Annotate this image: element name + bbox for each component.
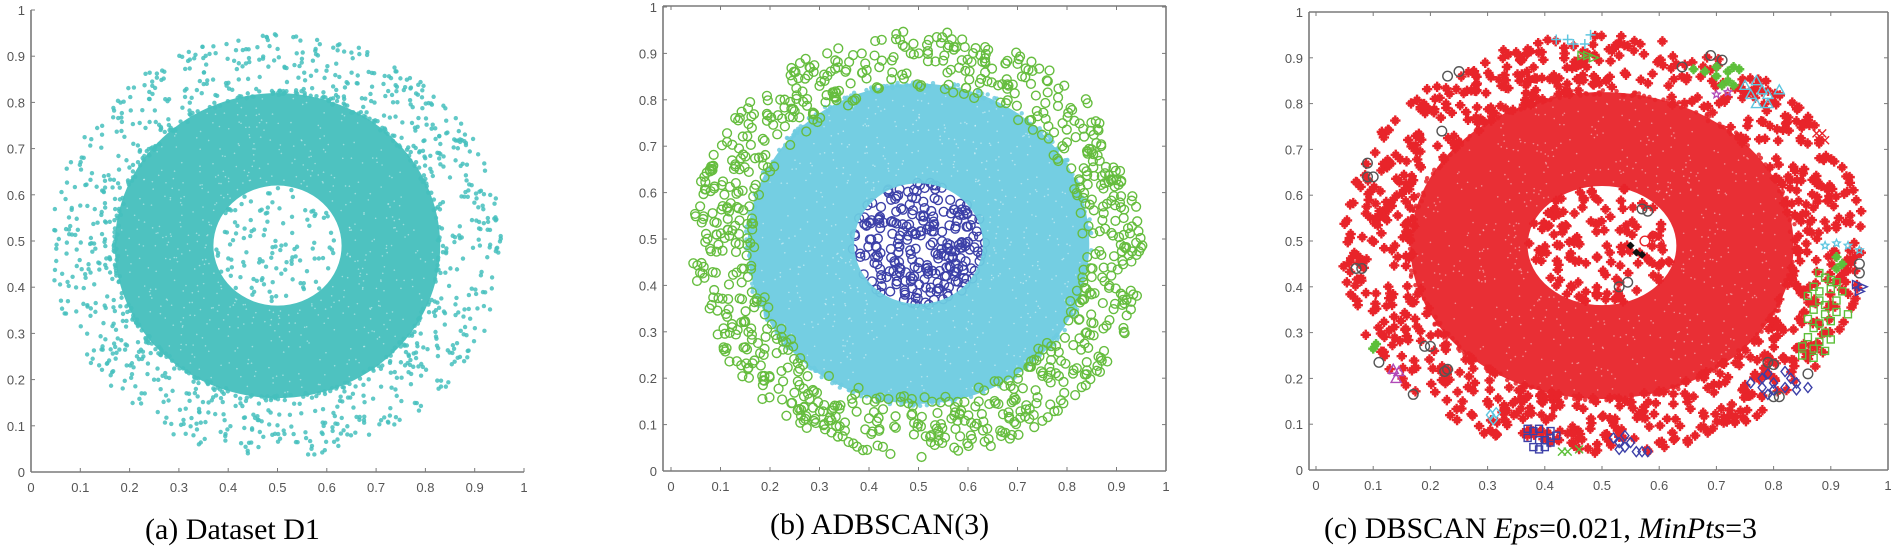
scatter-points (688, 26, 1148, 463)
caption-c-minpts-label: MinPts (1638, 512, 1726, 545)
x-tick-label: 0.2 (761, 479, 779, 494)
caption-c-eps-value: =0.021, (1539, 512, 1639, 545)
y-tick-label: 0.4 (7, 280, 25, 295)
y-tick-label: 0.2 (7, 373, 25, 388)
x-tick-label: 0 (27, 480, 34, 495)
caption-b-text: (b) ADBSCAN(3) (770, 508, 990, 541)
x-tick-label: 0.8 (416, 480, 434, 495)
y-tick-label: 0.2 (639, 371, 657, 386)
x-tick-label: 0.9 (1107, 479, 1125, 494)
caption-b: (b) ADBSCAN(3) (770, 508, 989, 542)
y-tick-label: 0.2 (1285, 371, 1303, 386)
x-tick-label: 0.1 (71, 480, 89, 495)
series-outer-ring-sparse- (52, 32, 503, 457)
x-tick-label: 0.4 (860, 479, 878, 494)
y-tick-label: 0.1 (639, 418, 657, 433)
series-main-cluster-outer- (1338, 30, 1867, 458)
x-tick-label: 0.3 (810, 479, 828, 494)
y-tick-label: 0.6 (639, 186, 657, 201)
y-tick-label: 0.4 (639, 278, 657, 293)
x-tick-label: 1 (520, 480, 527, 495)
x-tick-label: 0.3 (170, 480, 188, 495)
series-main-cluster-inner- (1523, 183, 1675, 307)
scatter-points (1338, 30, 1867, 458)
caption-c-prefix: (c) DBSCAN (1324, 512, 1494, 545)
x-tick-label: 0.2 (121, 480, 139, 495)
x-tick-label: 0.7 (1008, 479, 1026, 494)
x-tick-label: 0.9 (466, 480, 484, 495)
caption-a-text: (a) Dataset D1 (145, 513, 320, 546)
axes: 0 0.1 0.2 0.3 0.4 0.5 0.6 0.7 0.8 0.9 1 0 0.1 0.2 0.3 0… (639, 0, 1170, 494)
y-tick-label: 0 (1296, 463, 1303, 478)
series-inner-disk-sparse- (214, 185, 337, 304)
y-tick-label: 0.6 (1285, 188, 1303, 203)
series-cluster-1-inner- (847, 177, 991, 310)
y-tick-label: 0.9 (7, 49, 25, 64)
y-tick-label: 1 (1296, 5, 1303, 20)
x-tick-label: 0.6 (318, 480, 336, 495)
x-tick-label: 0.4 (1536, 478, 1554, 493)
y-tick-label: 1 (650, 0, 657, 15)
x-tick-label: 1 (1884, 478, 1891, 493)
y-tick-label: 0.1 (7, 419, 25, 434)
x-tick-label: 0.7 (367, 480, 385, 495)
caption-a: (a) Dataset D1 (145, 513, 320, 547)
caption-c: (c) DBSCAN Eps=0.021, MinPts=3 (1324, 512, 1757, 546)
x-tick-label: 0.5 (268, 480, 286, 495)
x-tick-label: 0.4 (219, 480, 237, 495)
small-clusters (1350, 29, 1869, 458)
x-tick-label: 0.7 (1707, 478, 1725, 493)
x-tick-label: 0 (1312, 478, 1319, 493)
y-tick-label: 0.5 (7, 234, 25, 249)
x-tick-label: 0.3 (1479, 478, 1497, 493)
x-tick-label: 0.5 (1593, 478, 1611, 493)
x-tick-label: 0.2 (1421, 478, 1439, 493)
y-tick-label: 0.3 (1285, 326, 1303, 341)
y-tick-label: 0.7 (639, 139, 657, 154)
y-tick-label: 0.9 (639, 46, 657, 61)
y-tick-label: 0.9 (1285, 51, 1303, 66)
x-tick-label: 0.5 (909, 479, 927, 494)
axes: 0 0.1 0.2 0.3 0.4 0.5 0.6 0.7 0.8 0.9 1 0 0.1 0.2 0.3 0… (1285, 5, 1892, 493)
x-tick-label: 0.6 (959, 479, 977, 494)
caption-c-minpts-value: =3 (1725, 512, 1758, 545)
series-middle-ring-dense- (111, 88, 446, 403)
y-tick-label: 0.5 (1285, 234, 1303, 249)
series-cluster-3-outer- (688, 26, 1148, 463)
y-tick-label: 0.5 (639, 232, 657, 247)
scatter-points (52, 32, 503, 457)
y-tick-label: 0.3 (639, 325, 657, 340)
y-tick-label: 0.6 (7, 188, 25, 203)
y-tick-label: 0.8 (7, 95, 25, 110)
axes: 0 0.1 0.2 0.3 0.4 0.5 0.6 0.7 0.8 0.9 1 0 0.1 0.2 0.3 0… (7, 3, 528, 495)
x-tick-label: 0.6 (1650, 478, 1668, 493)
x-tick-label: 0.1 (711, 479, 729, 494)
x-tick-label: 0.1 (1364, 478, 1382, 493)
series-main-cluster-middle- (1405, 88, 1799, 404)
x-tick-label: 0.8 (1058, 479, 1076, 494)
y-tick-label: 0.7 (1285, 142, 1303, 157)
y-tick-label: 0 (650, 464, 657, 479)
x-tick-label: 0.9 (1822, 478, 1840, 493)
y-tick-label: 0.8 (1285, 97, 1303, 112)
y-tick-label: 0.3 (7, 326, 25, 341)
y-tick-label: 0.4 (1285, 280, 1303, 295)
y-tick-label: 0.1 (1285, 417, 1303, 432)
y-tick-label: 0.8 (639, 93, 657, 108)
x-tick-label: 0.8 (1765, 478, 1783, 493)
y-tick-label: 0.7 (7, 142, 25, 157)
y-tick-label: 1 (18, 3, 25, 18)
y-tick-label: 0 (18, 465, 25, 480)
x-tick-label: 1 (1162, 479, 1169, 494)
x-tick-label: 0 (667, 479, 674, 494)
caption-c-eps-label: Eps (1494, 512, 1539, 545)
